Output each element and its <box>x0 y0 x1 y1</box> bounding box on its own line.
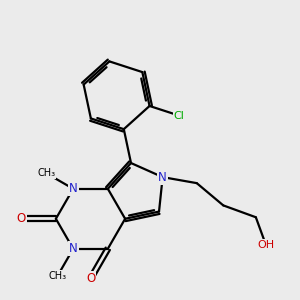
Text: O: O <box>16 212 26 225</box>
Text: N: N <box>69 242 78 255</box>
Text: CH₃: CH₃ <box>49 271 67 281</box>
Text: O: O <box>86 272 95 285</box>
Text: Cl: Cl <box>174 111 184 121</box>
Text: N: N <box>69 182 78 195</box>
Text: OH: OH <box>257 240 274 250</box>
Text: CH₃: CH₃ <box>37 168 55 178</box>
Text: N: N <box>158 171 167 184</box>
